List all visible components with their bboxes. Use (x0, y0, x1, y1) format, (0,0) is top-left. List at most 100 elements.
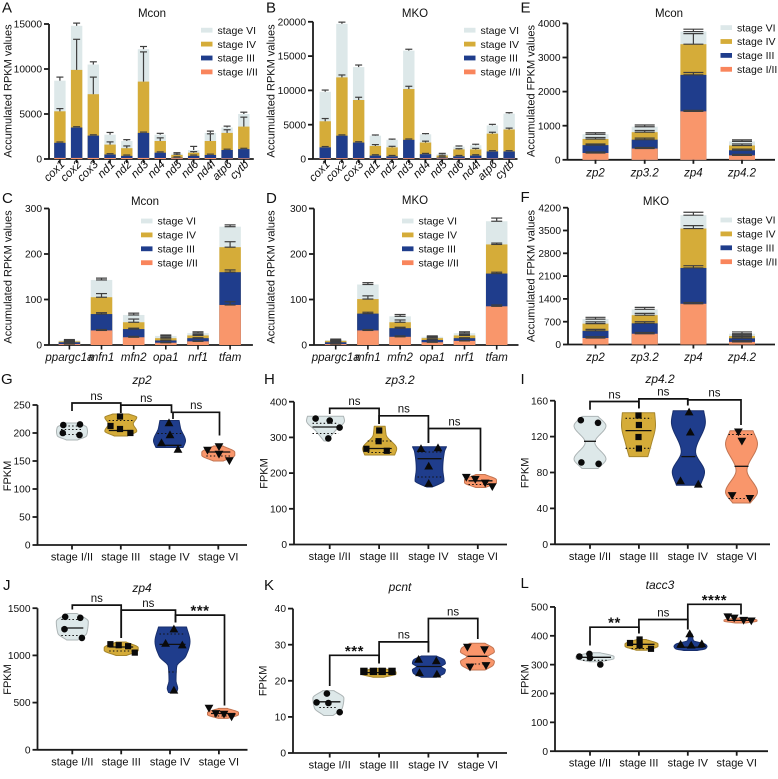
svg-text:I: I (521, 371, 525, 388)
svg-text:10000: 10000 (278, 86, 307, 97)
svg-text:stage I/II: stage I/II (569, 758, 611, 770)
svg-text:Accumulated FPKM values: Accumulated FPKM values (526, 209, 538, 342)
svg-text:stage I/II: stage I/II (569, 551, 611, 563)
svg-text:Accumulated RPKM values: Accumulated RPKM values (3, 210, 15, 344)
svg-text:stage VI: stage VI (419, 216, 458, 228)
svg-text:stage IV: stage IV (419, 230, 458, 242)
svg-text:***: *** (190, 603, 209, 620)
svg-text:300: 300 (531, 660, 548, 671)
svg-text:tacc3: tacc3 (646, 578, 675, 592)
svg-text:zp3.2: zp3.2 (630, 352, 660, 364)
svg-text:G: G (1, 371, 13, 388)
svg-text:MKO: MKO (402, 8, 428, 20)
svg-text:150: 150 (14, 457, 31, 468)
svg-text:stage IV: stage IV (668, 758, 709, 770)
svg-text:5000: 5000 (283, 120, 306, 131)
svg-text:stage IV: stage IV (668, 551, 709, 563)
svg-text:700: 700 (544, 317, 561, 328)
svg-text:100: 100 (531, 718, 548, 729)
svg-text:0: 0 (301, 341, 307, 352)
svg-text:**: ** (608, 615, 621, 632)
svg-text:0: 0 (542, 747, 548, 758)
svg-text:stage I/II: stage I/II (51, 552, 93, 564)
svg-text:zp2: zp2 (585, 167, 605, 179)
svg-text:stage IV: stage IV (408, 760, 449, 772)
svg-text:1000: 1000 (8, 651, 31, 662)
svg-text:FPKM: FPKM (520, 458, 532, 489)
svg-text:stage VI: stage VI (458, 760, 498, 772)
svg-text:2800: 2800 (538, 249, 561, 260)
svg-text:ns: ns (608, 389, 620, 401)
svg-text:MKO: MKO (643, 196, 669, 208)
svg-text:stage III: stage III (619, 551, 658, 563)
svg-text:stage VI: stage VI (717, 758, 757, 770)
svg-text:stage III: stage III (218, 53, 255, 65)
svg-text:zp4.2: zp4.2 (727, 167, 757, 179)
svg-text:30: 30 (275, 640, 287, 651)
svg-text:ns: ns (708, 388, 720, 400)
svg-text:0: 0 (280, 749, 286, 760)
svg-text:opa1: opa1 (420, 352, 446, 364)
svg-text:0: 0 (555, 340, 561, 351)
svg-text:300: 300 (290, 204, 307, 215)
svg-text:stage IV: stage IV (737, 229, 776, 241)
svg-text:stage VI: stage VI (158, 216, 197, 228)
svg-text:pcnt: pcnt (388, 580, 412, 594)
svg-text:stage IV: stage IV (481, 39, 520, 51)
svg-text:****: **** (702, 592, 727, 609)
svg-text:stage I/II: stage I/II (481, 67, 521, 79)
svg-text:2100: 2100 (538, 272, 561, 283)
svg-text:100: 100 (14, 485, 31, 496)
svg-text:FPKM: FPKM (258, 666, 270, 697)
svg-text:Mcon: Mcon (655, 8, 683, 20)
svg-text:stage VI: stage VI (717, 551, 757, 563)
svg-text:stage IV: stage IV (218, 39, 257, 51)
svg-text:500: 500 (14, 698, 31, 709)
svg-text:3500: 3500 (538, 226, 561, 237)
svg-text:mfn1: mfn1 (355, 352, 381, 364)
svg-text:stage I/II: stage I/II (309, 760, 351, 772)
svg-text:mfn2: mfn2 (121, 352, 147, 364)
svg-text:ns: ns (91, 593, 103, 605)
svg-text:stage III: stage III (360, 551, 399, 563)
svg-text:stage VI: stage VI (218, 25, 257, 37)
svg-text:20000: 20000 (278, 17, 307, 28)
svg-text:stage VI: stage VI (481, 25, 520, 37)
svg-text:B: B (266, 0, 276, 17)
svg-text:tfam: tfam (219, 352, 242, 364)
svg-text:200: 200 (14, 429, 31, 440)
svg-text:stage VI: stage VI (737, 22, 776, 34)
svg-text:250: 250 (14, 401, 31, 412)
svg-text:1500: 1500 (8, 604, 31, 615)
svg-text:L: L (521, 575, 529, 592)
svg-text:10: 10 (275, 713, 287, 724)
svg-text:ns: ns (398, 630, 410, 642)
svg-text:stage I/II: stage I/II (737, 256, 777, 268)
svg-text:50: 50 (19, 513, 31, 524)
svg-text:3000: 3000 (538, 53, 561, 64)
svg-text:200: 200 (270, 469, 287, 480)
svg-text:1000: 1000 (538, 121, 561, 132)
svg-text:2000: 2000 (538, 87, 561, 98)
svg-text:ns: ns (190, 400, 202, 412)
svg-text:A: A (2, 0, 12, 17)
svg-text:100: 100 (290, 295, 307, 306)
svg-text:opa1: opa1 (153, 352, 179, 364)
svg-text:300: 300 (25, 204, 42, 215)
svg-text:***: *** (345, 643, 364, 660)
svg-text:0: 0 (542, 540, 548, 551)
svg-text:stage VI: stage VI (199, 756, 239, 768)
svg-text:K: K (264, 577, 274, 594)
svg-text:zp4: zp4 (683, 167, 703, 179)
svg-text:nrf1: nrf1 (188, 352, 208, 364)
svg-text:0: 0 (555, 155, 561, 166)
svg-text:stage III: stage III (737, 50, 774, 62)
svg-text:FPKM: FPKM (2, 664, 14, 695)
svg-text:4200: 4200 (538, 203, 561, 214)
svg-text:80: 80 (537, 468, 549, 479)
svg-text:stage IV: stage IV (158, 230, 197, 242)
svg-text:stage III: stage III (481, 53, 518, 65)
svg-text:ns: ns (398, 404, 410, 416)
svg-text:Accumulated RPKM values: Accumulated RPKM values (266, 210, 278, 344)
svg-text:ns: ns (448, 416, 460, 428)
